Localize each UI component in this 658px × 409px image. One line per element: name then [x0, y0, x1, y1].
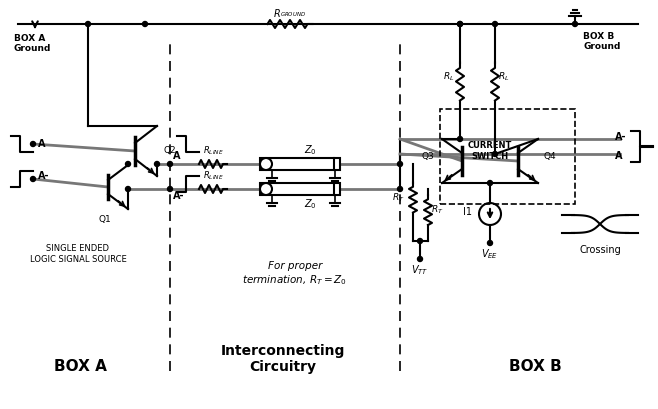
Text: $Z_0$: $Z_0$: [303, 143, 316, 157]
Text: BOX B
Ground: BOX B Ground: [583, 32, 620, 52]
Circle shape: [30, 177, 36, 182]
Text: $R_{LINE}$: $R_{LINE}$: [203, 169, 224, 182]
Text: A: A: [173, 151, 180, 161]
Bar: [260, 158, 340, 170]
Circle shape: [417, 238, 422, 243]
Text: A: A: [38, 139, 45, 149]
Text: $R_L$: $R_L$: [443, 70, 454, 83]
Circle shape: [86, 22, 91, 27]
Text: $_{GROUND}$: $_{GROUND}$: [280, 10, 306, 19]
Text: I1: I1: [463, 207, 472, 217]
Text: $V_{TT}$: $V_{TT}$: [411, 263, 429, 277]
Circle shape: [457, 137, 463, 142]
Text: A-: A-: [615, 132, 626, 142]
Text: $R$: $R$: [273, 7, 281, 19]
Text: $Z_0$: $Z_0$: [303, 197, 316, 211]
Bar: [260, 183, 340, 195]
Circle shape: [397, 187, 403, 191]
Text: Q1: Q1: [99, 215, 111, 224]
Circle shape: [572, 22, 578, 27]
Text: A: A: [615, 151, 622, 161]
Text: Q2: Q2: [163, 146, 176, 155]
Text: SINGLE ENDED
LOGIC SIGNAL SOURCE: SINGLE ENDED LOGIC SIGNAL SOURCE: [30, 244, 126, 264]
Text: A-: A-: [38, 171, 49, 181]
Text: BOX B: BOX B: [509, 359, 561, 374]
Circle shape: [126, 162, 130, 166]
Text: A-: A-: [173, 191, 184, 201]
Text: Interconnecting
Circuitry: Interconnecting Circuitry: [221, 344, 345, 374]
Circle shape: [30, 142, 36, 146]
Circle shape: [155, 162, 159, 166]
Text: $R_L$: $R_L$: [498, 70, 509, 83]
Circle shape: [260, 158, 272, 170]
Circle shape: [168, 162, 172, 166]
Text: $V_{EE}$: $V_{EE}$: [482, 247, 499, 261]
Circle shape: [488, 240, 492, 245]
Text: BOX A
Ground: BOX A Ground: [14, 34, 51, 54]
Text: For proper
termination, $R_T = Z_0$: For proper termination, $R_T = Z_0$: [243, 261, 347, 287]
Circle shape: [457, 22, 463, 27]
Circle shape: [168, 187, 172, 191]
Circle shape: [126, 187, 130, 191]
Circle shape: [457, 22, 463, 27]
Text: $R_{LINE}$: $R_{LINE}$: [203, 144, 224, 157]
Circle shape: [488, 180, 492, 186]
Circle shape: [397, 162, 403, 166]
Circle shape: [492, 151, 497, 157]
Text: CURRENT
SWITCH: CURRENT SWITCH: [468, 141, 512, 161]
Text: $R_T$: $R_T$: [392, 191, 405, 204]
Text: BOX A: BOX A: [53, 359, 107, 374]
Circle shape: [492, 22, 497, 27]
Circle shape: [143, 22, 147, 27]
Text: $R_T$: $R_T$: [431, 204, 443, 216]
Text: Crossing: Crossing: [579, 245, 621, 255]
Circle shape: [417, 256, 422, 261]
Circle shape: [260, 183, 272, 195]
Text: Q3: Q3: [421, 151, 434, 160]
Text: Q4: Q4: [543, 151, 555, 160]
Bar: [440, 109, 575, 204]
